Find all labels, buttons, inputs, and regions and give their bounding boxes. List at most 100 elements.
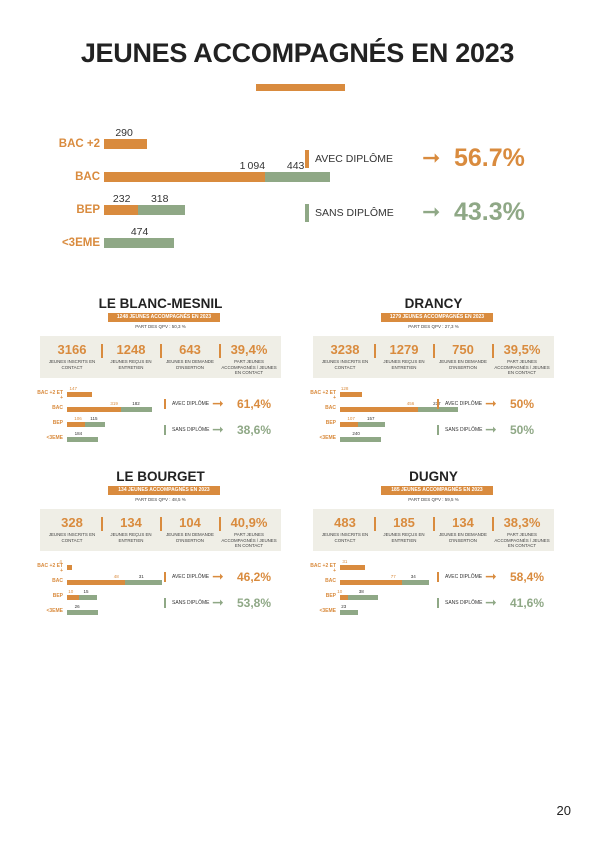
data-label: 318 (150, 192, 169, 205)
stat-separator (219, 344, 221, 358)
city-badge: 134 JEUNES ACCOMPAGNÉS EN 2023 (108, 486, 220, 495)
bar-sans-diplome (417, 407, 458, 412)
data-label: 48 (113, 573, 119, 579)
bar-avec-diplome (104, 139, 147, 149)
legend-swatch (164, 399, 166, 409)
bar-sans-diplome (348, 595, 379, 600)
data-label: 237 (433, 401, 441, 406)
bar-avec-diplome (340, 580, 402, 585)
stat-separator (219, 517, 221, 531)
stat-value: 104 (179, 515, 201, 530)
arrow-icon: ➞ (485, 395, 497, 412)
stat-value: 38,3% (503, 515, 541, 530)
title-underline (256, 84, 345, 91)
bar-avec-diplome (67, 595, 79, 600)
legend-percentage: 53,8% (237, 595, 272, 610)
legend-percentage: 50% (510, 396, 535, 411)
city-badge: 1248 JEUNES ACCOMPAGNÉS EN 2023 (108, 313, 220, 322)
bar-avec-diplome (340, 565, 365, 570)
bar-avec-diplome (67, 392, 92, 397)
stat-value: 134 (120, 515, 142, 530)
legend-swatch (437, 572, 439, 582)
bar-sans-diplome (358, 422, 385, 427)
city-title: DUGNY (409, 469, 458, 484)
data-label: 34 (410, 573, 416, 579)
legend-label: SANS DIPLÔME (172, 600, 210, 606)
city-qpv: PART DES QPV : 48,5 % (135, 497, 186, 502)
bar-sans-diplome (340, 437, 381, 442)
data-label: 115 (90, 415, 98, 421)
category-label: <3EME (46, 608, 63, 614)
data-label: 38 (358, 588, 364, 594)
city-title: DRANCY (404, 296, 463, 311)
legend-percentage: 43.3% (454, 198, 525, 226)
arrow-icon: ➞ (485, 421, 497, 438)
legend-label: SANS DIPLÔME (445, 600, 483, 606)
bar-avec-diplome (67, 565, 72, 570)
stat-label: JEUNES EN DEMANDE D'INSERTION (166, 359, 214, 370)
legend-percentage: 58,4% (510, 569, 545, 584)
category-label: BEP (52, 420, 63, 426)
stat-label: JEUNES EN DEMANDE D'INSERTION (439, 359, 487, 370)
legend-swatch (164, 425, 166, 435)
stat-label: PART JEUNES ACCOMPAGNÉS / JEUNES EN CONT… (221, 532, 277, 548)
legend-percentage: 41,6% (510, 595, 545, 610)
arrow-icon: ➞ (212, 421, 224, 438)
category-label: BAC +2 ET + (37, 563, 63, 575)
stat-label: JEUNES INSCRITS EN CONTACT (321, 359, 369, 370)
stat-separator (433, 344, 435, 358)
data-label: 240 (352, 430, 360, 436)
stat-label: JEUNES EN DEMANDE D'INSERTION (439, 532, 487, 543)
bar-sans-diplome (67, 437, 99, 442)
category-label: BAC +2 ET + (310, 390, 336, 402)
data-label: 319 (110, 400, 118, 406)
legend-label: AVEC DIPLÔME (172, 401, 210, 407)
stat-value: 3238 (330, 342, 360, 357)
data-label: 107 (347, 415, 355, 421)
city-qpv: PART DES QPV : 27,3 % (408, 324, 459, 329)
legend-swatch (164, 598, 166, 608)
page-number: 20 (556, 803, 571, 818)
bar-sans-diplome (340, 610, 359, 615)
bar-avec-diplome (104, 205, 139, 215)
stat-separator (492, 344, 494, 358)
stat-value: 1279 (389, 342, 419, 357)
city-badge: 185 JEUNES ACCOMPAGNÉS EN 2023 (381, 486, 493, 495)
stat-label: JEUNES EN DEMANDE D'INSERTION (166, 532, 214, 543)
bar-avec-diplome (340, 407, 418, 412)
category-label: <3EME (61, 237, 100, 249)
legend-label: SANS DIPLÔME (172, 427, 210, 433)
bar-avec-diplome (340, 392, 362, 397)
category-label: BEP (325, 420, 336, 426)
category-label: BAC +2 ET + (37, 390, 63, 402)
stat-label: JEUNES REÇUS EN ENTRETIEN (110, 359, 152, 370)
data-label: 15 (83, 588, 89, 594)
bar-sans-diplome (401, 580, 429, 585)
bar-sans-diplome (67, 610, 99, 615)
stat-label: JEUNES REÇUS EN ENTRETIEN (383, 532, 425, 543)
city-qpv: PART DES QPV : 59,5 % (408, 497, 459, 502)
bar-avec-diplome (340, 422, 359, 427)
stat-value: 1248 (116, 342, 146, 357)
stat-value: 39,5% (503, 342, 541, 357)
data-label: 31 (342, 558, 348, 564)
arrow-icon: ➞ (212, 594, 224, 611)
category-label: <3EME (46, 435, 63, 441)
stat-label: JEUNES INSCRITS EN CONTACT (48, 359, 96, 370)
data-label: 443 (286, 159, 305, 172)
category-label: BAC +2 ET + (310, 563, 336, 575)
data-label: 106 (74, 415, 82, 421)
legend-percentage: 46,2% (237, 569, 272, 584)
bar-sans-diplome (138, 205, 185, 215)
data-label: 184 (74, 430, 83, 436)
stat-value: 483 (334, 515, 356, 530)
stat-separator (492, 517, 494, 531)
data-label: 10 (337, 588, 343, 594)
bar-avec-diplome (340, 595, 348, 600)
bar-sans-diplome (85, 422, 105, 427)
data-label: 147 (69, 385, 77, 391)
legend-label: SANS DIPLÔME (315, 206, 394, 219)
bar-sans-diplome (124, 580, 162, 585)
legend-percentage: 61,4% (237, 396, 272, 411)
data-label: 456 (406, 400, 415, 406)
